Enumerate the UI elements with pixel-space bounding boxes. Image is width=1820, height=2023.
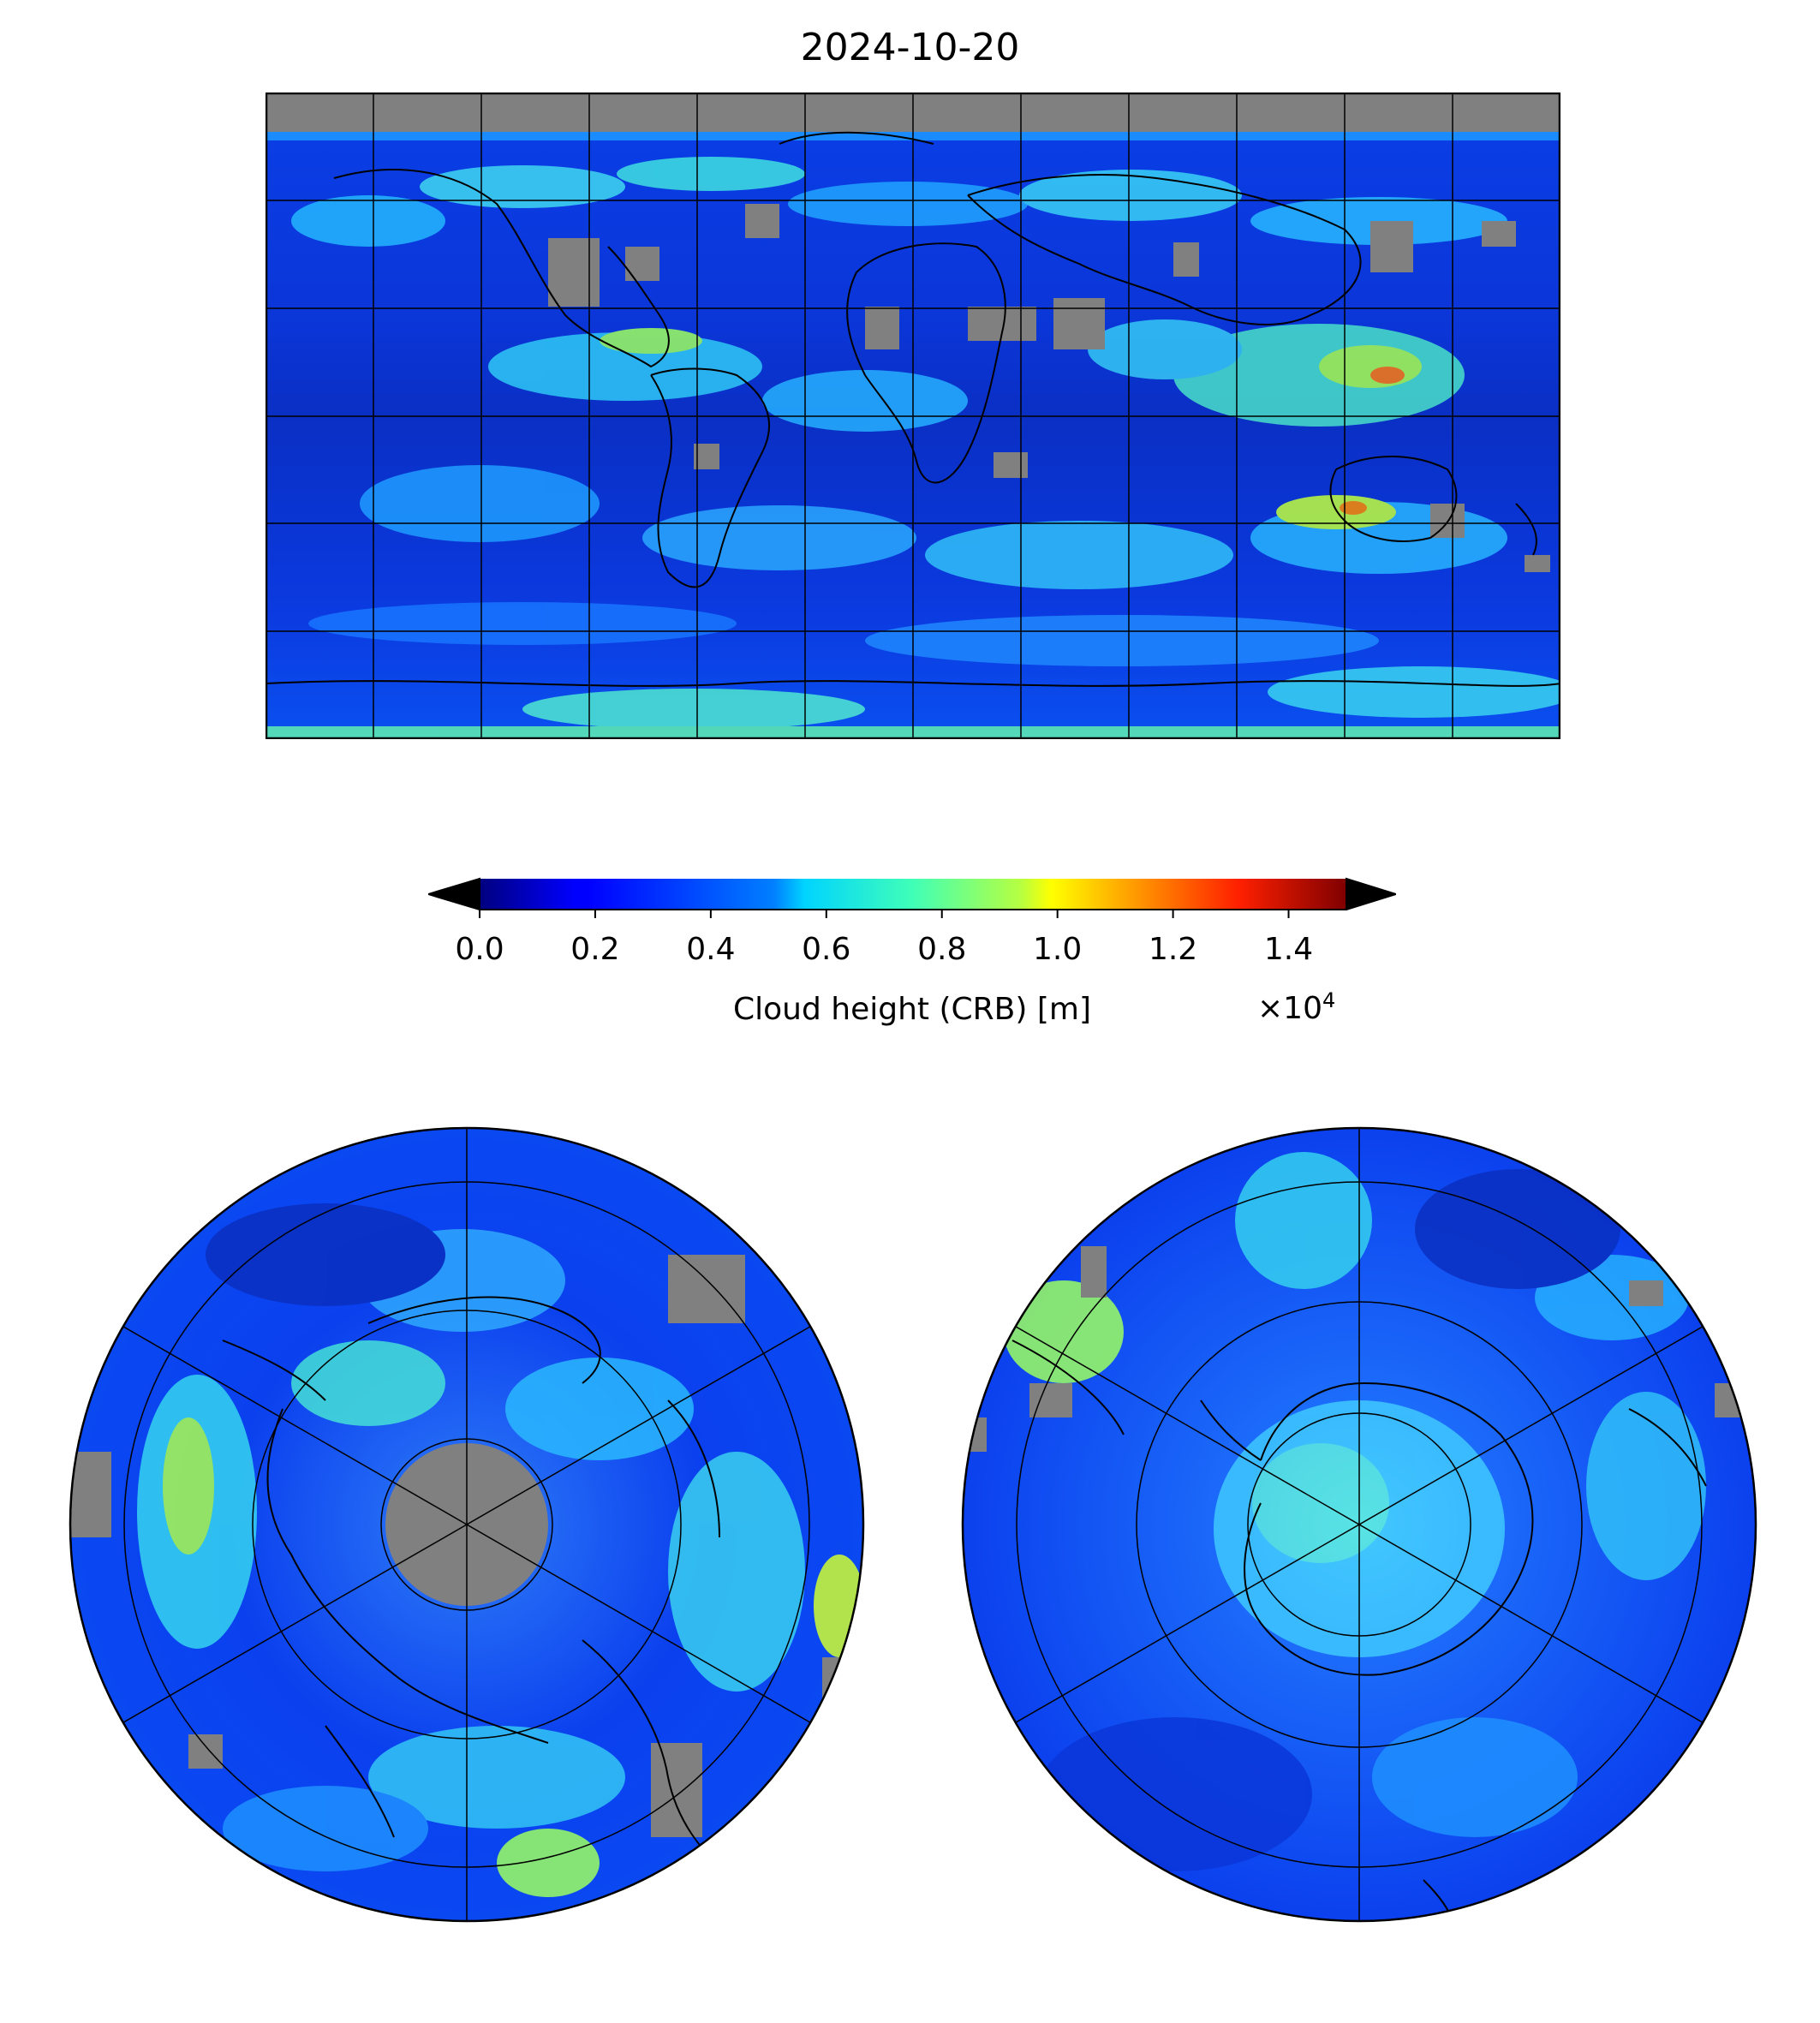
colorbar-tick-label: 0.6 [802,932,850,967]
coastlines [265,131,1561,687]
colorbar-outline [425,877,1399,910]
colorbar-under-extension [428,879,480,910]
graticule [70,1128,863,1921]
colorbar-tick-label: 0.0 [455,932,504,967]
graticule [266,92,1560,739]
colorbar-tick-label: 0.4 [686,932,735,967]
coastlines [1011,1340,1707,1921]
colorbar-ticks: 0.0 0.2 0.4 0.6 0.8 1.0 1.2 1.4 [455,910,1313,967]
colorbar-tick-label: 1.0 [1033,932,1082,967]
coastlines [222,1296,729,1872]
missing-data-patches [963,1246,1740,1452]
colorbar: 0.0 0.2 0.4 0.6 0.8 1.0 1.2 1.4 [425,865,1399,1036]
graticule [963,1128,1756,1921]
colorbar-gradient [480,879,1346,910]
colorbar-tick-label: 1.4 [1264,932,1313,967]
figure-title: 2024-10-20 [800,26,1020,69]
colorbar-label: Cloud height (CRB) [m] [732,992,1091,1027]
cloud-texture [137,1203,863,1897]
colorbar-tick-label: 0.2 [570,932,619,967]
colorbar-tick-label: 1.2 [1149,932,1197,967]
colorbar-tick-label: 0.8 [917,932,966,967]
colorbar-multiplier: ×104 [1257,988,1336,1026]
map-frame [961,1126,1757,1923]
south-polar-map [961,1126,1757,1923]
north-polar-map [69,1126,865,1923]
map-frame [265,92,1561,740]
global-map [265,92,1576,740]
map-frame [69,1126,865,1923]
colorbar-over-extension [1346,879,1396,910]
